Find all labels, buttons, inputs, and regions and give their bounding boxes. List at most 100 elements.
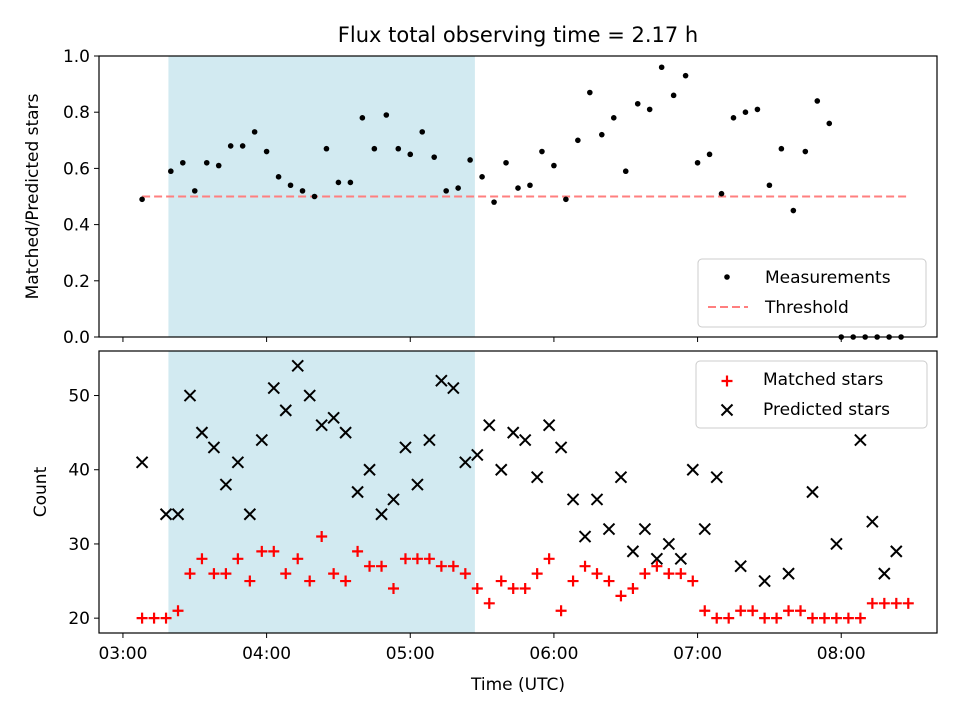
measurement-point <box>347 179 354 186</box>
measurement-point <box>682 72 689 79</box>
predicted-star-point <box>686 463 699 476</box>
matched-star-point <box>256 545 268 557</box>
measurement-point <box>587 89 593 96</box>
measurement-point <box>658 64 665 71</box>
matched-star-point <box>675 568 687 580</box>
legend-label-threshold: Threshold <box>764 298 849 318</box>
measurement-point <box>311 193 318 200</box>
measurement-point <box>479 174 485 180</box>
predicted-star-point <box>830 537 843 551</box>
matched-star-point <box>711 612 723 624</box>
y-tick-label: 40 <box>68 461 90 481</box>
matched-star-point <box>447 560 459 572</box>
matched-star-point <box>423 553 435 565</box>
x-tick-label: 04:00 <box>242 644 291 664</box>
y-tick-label: 20 <box>68 609 90 629</box>
measurement-point <box>670 92 677 99</box>
measurement-point <box>802 148 809 155</box>
measurement-point <box>203 159 210 166</box>
matched-star-point <box>555 605 567 617</box>
measurement-point <box>622 168 629 175</box>
predicted-star-point <box>878 567 891 580</box>
measurement-point <box>251 129 258 135</box>
bottom-y-ticks: 20 30 40 50 <box>68 387 99 629</box>
predicted-star-point <box>530 470 544 484</box>
legend-marker-predicted <box>720 403 734 417</box>
predicted-star-point <box>327 411 340 424</box>
predicted-star-point <box>267 381 280 395</box>
measurement-point <box>610 115 617 121</box>
matched-star-point <box>292 553 304 565</box>
matched-star-point <box>507 582 519 594</box>
matched-star-point <box>699 605 711 617</box>
matched-star-point <box>387 582 399 594</box>
predicted-star-point <box>351 485 364 499</box>
legend-label-measurements: Measurements <box>765 268 891 288</box>
measurement-point <box>551 162 557 169</box>
measurement-point <box>718 190 725 197</box>
matched-star-point <box>160 612 172 624</box>
matched-star-point <box>483 597 495 609</box>
top-y-ticks: 0.0 0.2 0.4 0.6 0.8 1.0 <box>63 47 99 348</box>
top-y-axis-label: Matched/Predicted stars <box>23 93 43 299</box>
x-tick-label: 08:00 <box>817 644 866 664</box>
matched-star-point <box>495 575 507 587</box>
matched-star-point <box>615 590 627 602</box>
measurement-point <box>180 159 186 166</box>
predicted-star-point <box>566 493 580 506</box>
matched-star-point <box>771 612 783 624</box>
measurement-point <box>263 148 270 155</box>
measurement-point <box>467 157 473 163</box>
chart-title: Flux total observing time = 2.17 h <box>338 23 698 47</box>
matched-star-point <box>783 605 795 617</box>
y-tick-label: 0.4 <box>63 216 90 236</box>
matched-star-point <box>435 560 447 572</box>
matched-star-point <box>759 612 771 624</box>
predicted-star-point <box>459 456 472 469</box>
predicted-star-point <box>195 426 209 439</box>
matched-star-point <box>579 560 591 572</box>
matched-star-point <box>471 582 483 594</box>
predicted-star-point <box>638 522 652 536</box>
measurement-point <box>742 109 749 115</box>
predicted-star-point <box>279 404 292 417</box>
matched-star-point <box>136 612 148 624</box>
predicted-star-point <box>483 419 496 432</box>
measurement-point <box>491 199 497 205</box>
predicted-star-point <box>614 470 628 484</box>
predicted-star-point <box>219 478 233 491</box>
x-tick-label: 03:00 <box>98 644 147 664</box>
y-tick-label: 0.2 <box>63 272 90 292</box>
matched-star-point <box>352 545 364 557</box>
measurement-point <box>778 145 785 152</box>
predicted-star-point <box>507 426 520 439</box>
matched-star-point <box>818 612 830 624</box>
measurement-point <box>407 151 414 158</box>
predicted-star-point <box>710 470 723 484</box>
measurement-point <box>646 106 653 113</box>
bottom-plot-marks <box>135 359 914 624</box>
matched-star-point <box>184 568 196 580</box>
measurement-point <box>395 145 402 152</box>
matched-star-point <box>806 612 818 624</box>
predicted-star-point <box>135 456 149 469</box>
matched-star-point <box>411 553 423 565</box>
matched-star-point <box>364 560 376 572</box>
matched-star-point <box>902 597 914 609</box>
measurement-point <box>139 196 145 203</box>
measurement-point <box>766 182 773 189</box>
predicted-star-point <box>806 485 819 499</box>
bottom-y-axis-label: Count <box>31 466 51 517</box>
top-axes-frame <box>98 55 938 338</box>
predicted-star-point <box>387 493 400 506</box>
matched-star-point <box>842 612 854 624</box>
measurement-point <box>503 159 509 166</box>
measurement-point <box>419 129 426 135</box>
predicted-star-point <box>554 441 568 454</box>
predicted-star-point <box>339 426 352 439</box>
bottom-highlight-span <box>168 351 475 633</box>
predicted-star-point <box>782 567 795 580</box>
measurement-point <box>730 115 737 121</box>
y-tick-label: 50 <box>68 387 90 407</box>
